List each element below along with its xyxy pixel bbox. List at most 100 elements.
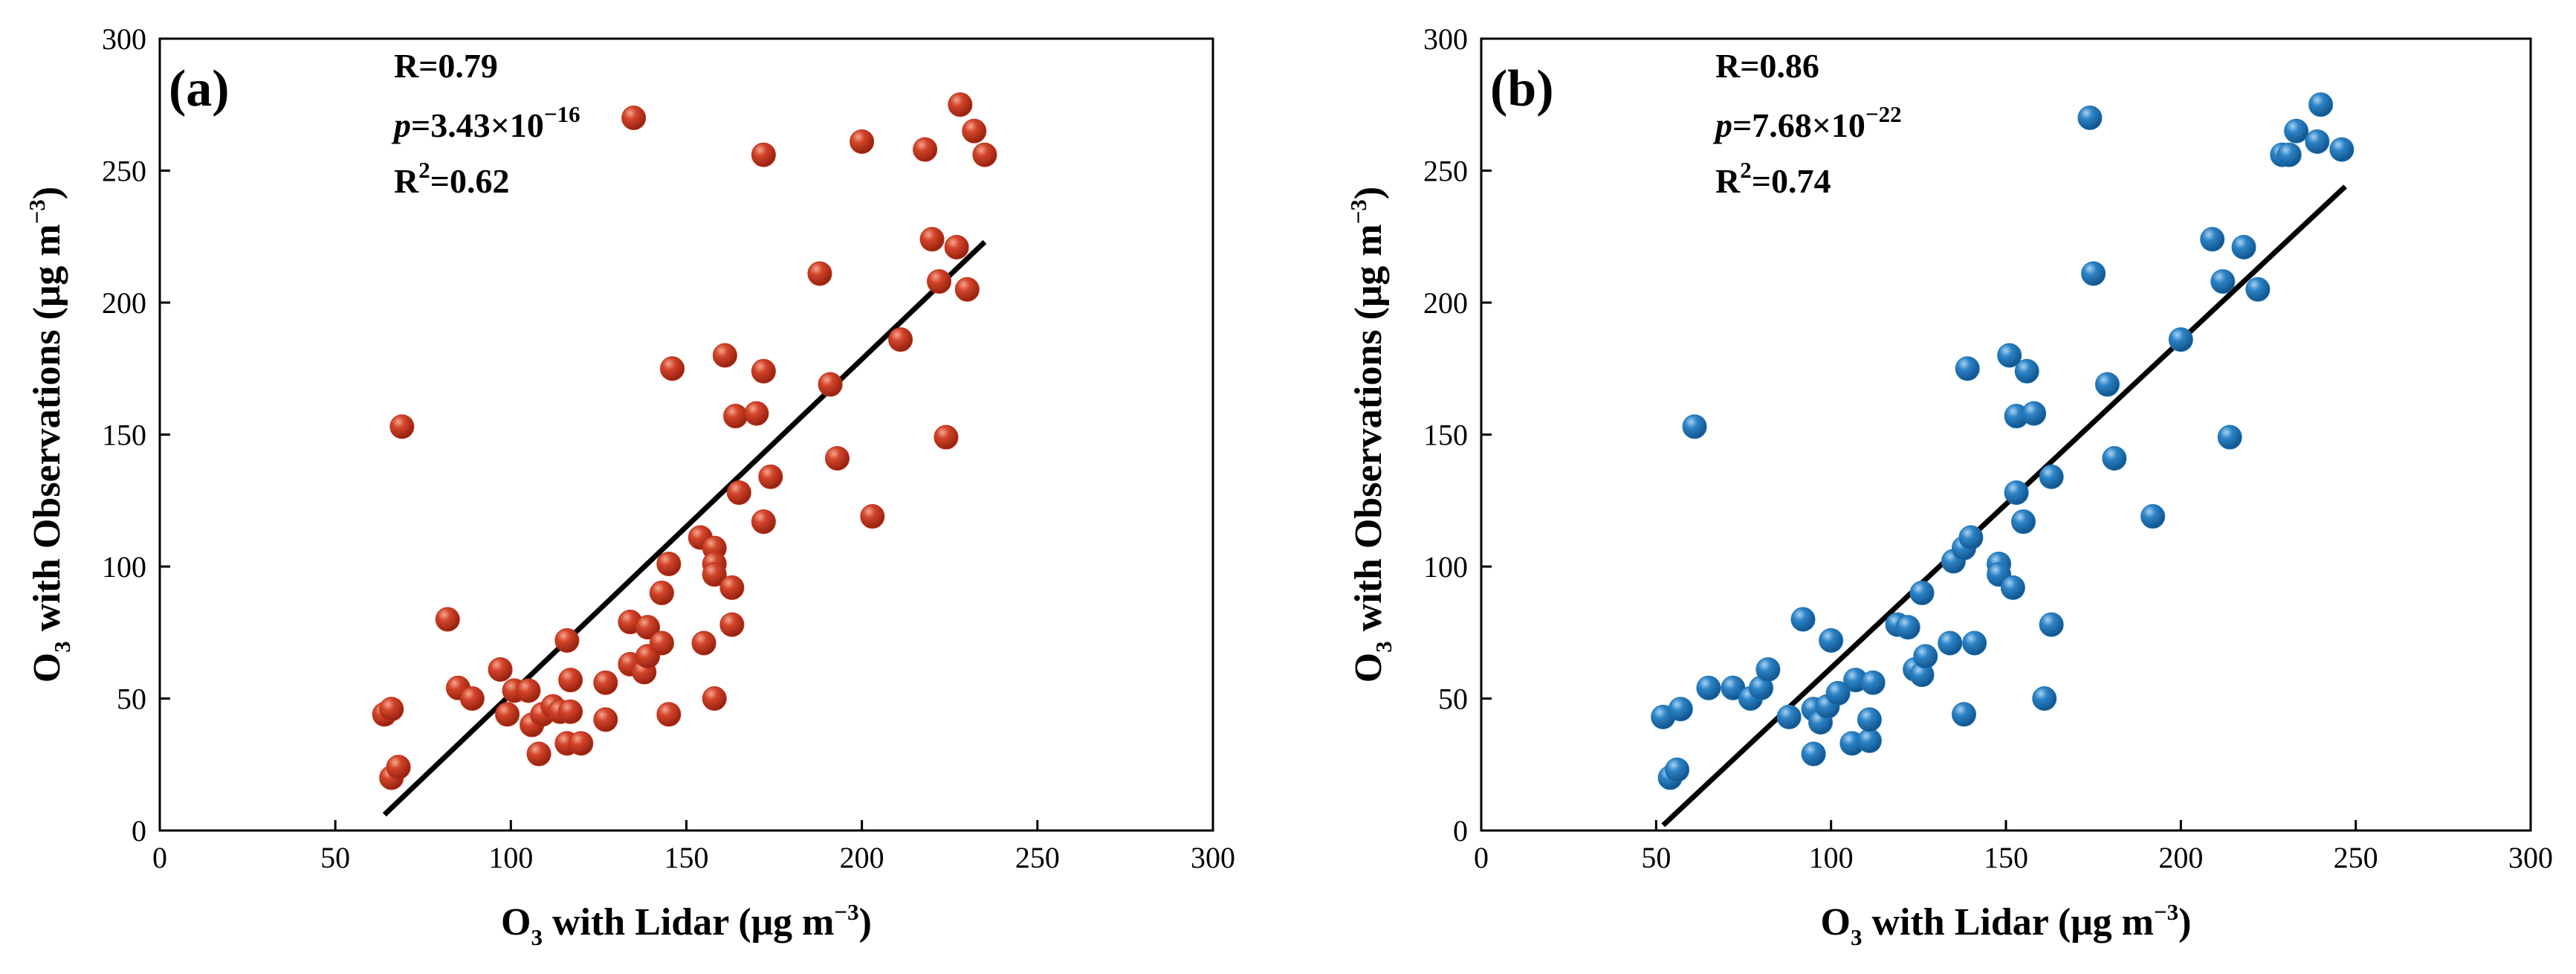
y-tick-label: 150: [102, 419, 146, 452]
data-point: [1997, 343, 2022, 368]
data-point: [712, 343, 737, 368]
data-point: [2032, 686, 2057, 711]
x-tick-label: 150: [1984, 841, 2028, 874]
data-point: [1857, 728, 1882, 753]
data-point: [389, 414, 415, 439]
x-tick-label: 200: [2158, 841, 2203, 874]
data-point: [2168, 327, 2193, 352]
data-point: [593, 707, 618, 732]
data-point: [954, 277, 980, 302]
x-tick-label: 200: [840, 841, 884, 874]
y-tick-label: 100: [1423, 550, 1468, 584]
data-point: [972, 142, 997, 167]
data-point: [1913, 644, 1938, 669]
data-point: [919, 227, 945, 252]
y-tick-label: 250: [1423, 155, 1468, 188]
y-tick-label: 250: [102, 155, 146, 188]
data-point: [1682, 414, 1707, 439]
y-tick-label: 200: [1423, 286, 1468, 320]
data-point: [2284, 118, 2309, 143]
data-point: [635, 615, 661, 640]
data-point: [933, 425, 959, 450]
data-point: [818, 372, 843, 397]
stat-r: R=0.86: [1715, 47, 1819, 85]
stat-r: R=0.79: [394, 47, 498, 85]
data-point: [2081, 261, 2106, 286]
data-point: [2210, 269, 2236, 294]
y-tick-label: 50: [117, 683, 146, 716]
data-point: [927, 269, 952, 294]
stat-r-squared: R2=0.74: [1715, 157, 1831, 200]
y-tick-label: 0: [1453, 814, 1468, 848]
chart-panel-a: 0 50 100 150 200 250 300 0 50 100 150 200 250 300 O3 w…: [24, 22, 1235, 950]
data-point: [2329, 137, 2355, 162]
data-point: [649, 630, 674, 656]
data-point: [825, 445, 850, 471]
x-axis-label: O3 with Lidar (μg m−3): [501, 899, 872, 950]
y-tick-label: 50: [1438, 683, 1468, 716]
data-point: [593, 670, 618, 695]
data-point: [702, 562, 727, 587]
data-point: [1665, 757, 1690, 782]
data-point: [2094, 372, 2120, 397]
data-point: [2276, 142, 2302, 167]
plot-frame: [158, 37, 1214, 832]
data-point: [1938, 630, 1963, 656]
data-point: [723, 404, 748, 429]
data-point: [2217, 425, 2242, 450]
stat-p-value: p=7.68×10−22: [1712, 101, 1902, 144]
data-point: [2308, 92, 2334, 117]
data-point: [379, 697, 404, 722]
data-point: [2039, 612, 2064, 637]
x-tick-label: 100: [488, 841, 533, 874]
data-point: [2014, 358, 2039, 384]
y-tick-label: 100: [102, 550, 146, 584]
data-point: [2022, 401, 2047, 426]
data-point: [1668, 697, 1693, 722]
data-point: [719, 612, 745, 637]
data-point: [569, 731, 594, 756]
data-point: [459, 686, 485, 711]
data-point: [944, 234, 969, 259]
x-axis-label: O3 with Lidar (μg m−3): [1821, 899, 2192, 950]
x-tick-label: 250: [2334, 841, 2378, 874]
data-point: [888, 327, 913, 352]
data-point: [516, 678, 541, 703]
data-point: [488, 657, 513, 682]
y-axis-label: O3 with Observations (μg m−3): [1345, 187, 1397, 683]
plot-frame: [1480, 37, 2532, 832]
data-point: [1857, 707, 1882, 732]
panel-label: (a): [169, 60, 230, 117]
data-point: [2200, 227, 2225, 252]
data-point: [1955, 356, 1980, 381]
data-point: [2140, 504, 2166, 529]
stat-p-value: p=3.43×10−16: [391, 101, 580, 144]
data-point: [2039, 464, 2064, 489]
data-point: [744, 401, 769, 426]
data-point: [656, 702, 682, 727]
data-point: [656, 551, 682, 576]
data-point: [2305, 129, 2330, 154]
data-point: [850, 129, 875, 154]
data-point: [558, 668, 583, 693]
data-point: [1958, 525, 1984, 550]
y-tick-label: 300: [102, 22, 146, 56]
data-point: [751, 509, 776, 535]
data-point: [751, 358, 776, 384]
data-point: [621, 106, 647, 130]
data-point: [1755, 657, 1781, 682]
data-point: [526, 741, 551, 767]
x-tick-label: 150: [664, 841, 709, 874]
data-point: [948, 92, 973, 117]
data-point: [2000, 575, 2025, 600]
data-point: [2245, 277, 2271, 302]
data-point: [660, 356, 685, 381]
x-tick-label: 50: [1641, 841, 1671, 874]
data-point: [691, 630, 716, 656]
data-point: [2102, 445, 2127, 471]
y-tick-label: 300: [1423, 22, 1468, 56]
stat-r-squared: R2=0.62: [394, 157, 509, 200]
y-tick-label: 200: [102, 286, 146, 320]
data-point: [1952, 702, 1977, 727]
